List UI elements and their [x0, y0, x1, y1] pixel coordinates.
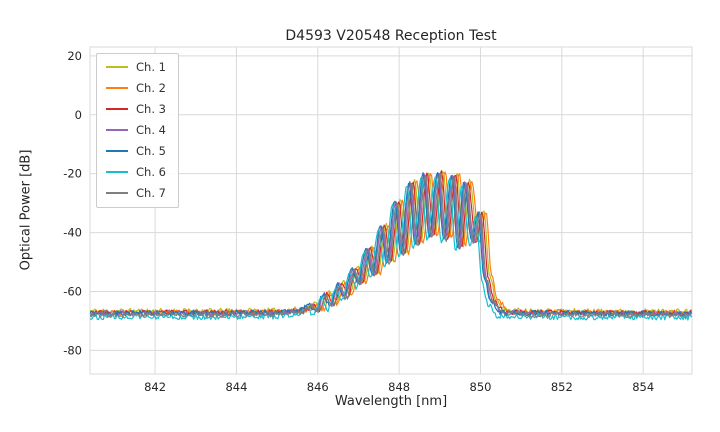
- legend-label: Ch. 7: [136, 185, 166, 200]
- x-tick-label: 844: [225, 380, 247, 394]
- legend-label: Ch. 6: [136, 164, 166, 179]
- legend-item: Ch. 1: [106, 60, 166, 75]
- legend-item: Ch. 3: [106, 102, 166, 117]
- legend-line-swatch: [106, 129, 128, 132]
- axes-border: [89, 46, 693, 375]
- legend-label: Ch. 3: [136, 101, 166, 116]
- legend-label: Ch. 1: [136, 60, 166, 74]
- series-line-ch-5: [90, 172, 692, 317]
- legend-label: Ch. 4: [136, 122, 166, 137]
- series-line-ch-4: [90, 172, 692, 317]
- x-tick-label: 852: [551, 380, 573, 394]
- x-axis-label: Wavelength [nm]: [334, 394, 448, 409]
- legend-line-swatch: [106, 66, 128, 69]
- legend-line-swatch: [106, 192, 128, 195]
- y-tick-label: -20: [63, 167, 82, 181]
- legend-line-swatch: [106, 87, 128, 90]
- legend-label: Ch. 2: [136, 80, 166, 95]
- chart-title: D4593 V20548 Reception Test: [285, 28, 497, 44]
- x-tick-label: 842: [144, 380, 166, 394]
- legend-line-swatch: [106, 171, 128, 174]
- legend-line-swatch: [106, 108, 128, 111]
- x-tick-label: 850: [470, 380, 492, 394]
- legend: Ch. 1 Ch. 2 Ch. 3 Ch. 4 Ch. 5 Ch. 6 Ch. 7: [96, 53, 179, 208]
- legend-line-swatch: [106, 150, 128, 153]
- x-tick-label: 846: [307, 380, 329, 394]
- legend-item: Ch. 5: [106, 144, 166, 159]
- legend-item: Ch. 2: [106, 81, 166, 96]
- y-tick-label: -80: [63, 343, 82, 357]
- y-tick-label: -40: [63, 226, 82, 240]
- x-tick-label: 848: [388, 380, 410, 394]
- x-tick-label: 854: [632, 380, 654, 394]
- series-line-ch-6: [90, 176, 692, 321]
- legend-label: Ch. 5: [136, 143, 166, 158]
- legend-item: Ch. 6: [106, 165, 166, 180]
- y-tick-label: 20: [67, 49, 82, 63]
- y-tick-label: -60: [63, 285, 82, 299]
- y-tick-label: 0: [75, 108, 82, 122]
- series-line-ch-7: [90, 172, 692, 319]
- legend-item: Ch. 7: [106, 186, 166, 201]
- legend-item: Ch. 4: [106, 123, 166, 138]
